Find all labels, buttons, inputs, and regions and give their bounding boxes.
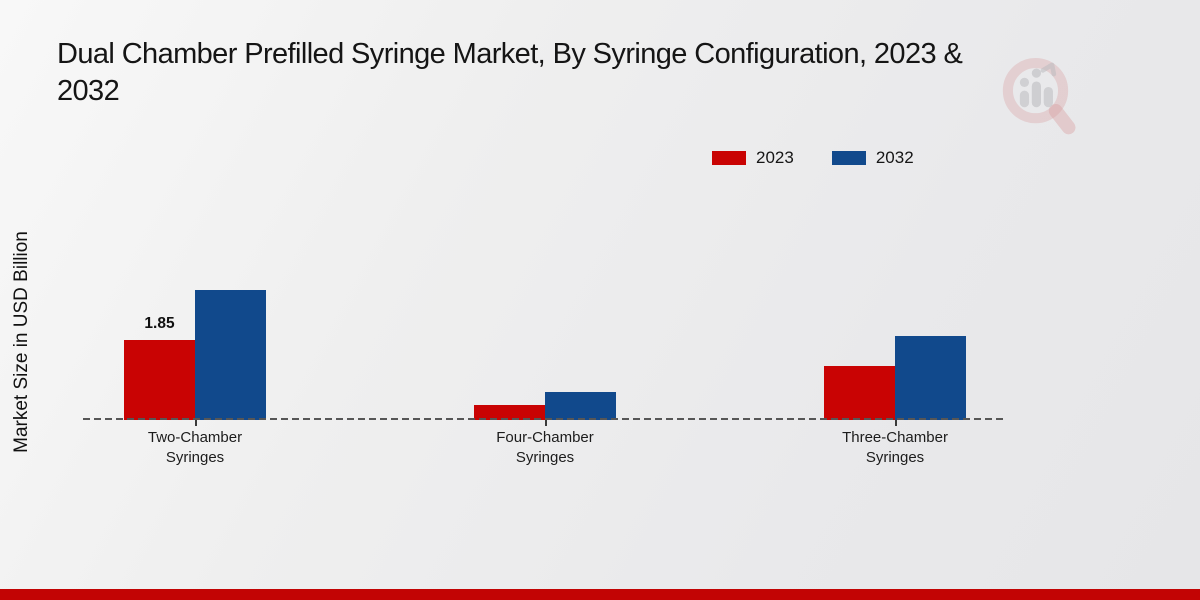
bar-2023-two-chamber-syringes (124, 340, 195, 420)
bar-2032-four-chamber-syringes (545, 392, 616, 420)
legend-label-2023: 2023 (756, 148, 794, 167)
legend-swatch-2023 (712, 151, 746, 165)
legend-item-2032: 2032 (831, 148, 914, 168)
chart-title-line1: Dual Chamber Prefilled Syringe Market, B… (57, 38, 963, 70)
bar-value-label-two-chamber-syringes: 1.85 (144, 315, 175, 332)
bar-2023-four-chamber-syringes (474, 405, 545, 420)
axis-tick-three-chamber-syringes (895, 420, 897, 426)
legend: 2023 2032 (712, 148, 914, 168)
legend-item-2023: 2023 (712, 148, 794, 168)
bar-2032-two-chamber-syringes (195, 290, 266, 420)
chart-title: Dual Chamber Prefilled Syringe Market, B… (57, 36, 1077, 110)
category-label-two-chamber-syringes: Two-Chamber Syringes (147, 429, 243, 466)
chart-title-line2: 2032 (57, 75, 120, 107)
bottom-red-band (0, 589, 1200, 600)
legend-swatch-2032 (831, 151, 866, 165)
category-label-three-chamber-syringes: Three-Chamber Syringes (842, 429, 948, 466)
magnifier-bar-chart-logo-icon (1002, 57, 1076, 135)
axis-tick-four-chamber-syringes (545, 420, 547, 426)
x-axis-baseline (83, 418, 1007, 420)
axis-tick-two-chamber-syringes (195, 420, 197, 426)
bar-2023-three-chamber-syringes (824, 366, 895, 420)
legend-label-2032: 2032 (875, 148, 914, 167)
bar-2032-three-chamber-syringes (895, 336, 966, 420)
category-label-four-chamber-syringes: Four-Chamber Syringes (496, 429, 594, 466)
